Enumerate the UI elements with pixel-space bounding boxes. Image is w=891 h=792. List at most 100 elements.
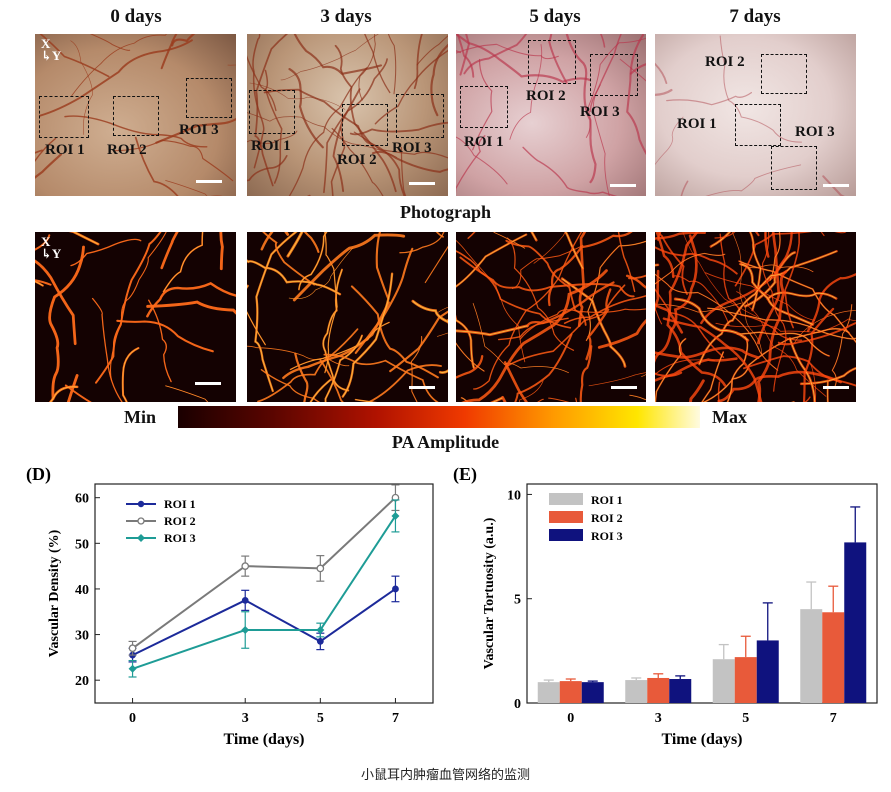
bar: [822, 612, 845, 703]
bar: [844, 542, 867, 703]
vessel-trace: [430, 43, 448, 117]
roi-label: ROI 3: [580, 104, 620, 120]
roi-label: ROI 2: [337, 152, 377, 168]
vessel-highlight: [769, 232, 781, 281]
roi-box-2: [528, 40, 576, 84]
y-tick-label: 10: [507, 488, 521, 503]
x-tick-label: 3: [242, 711, 249, 726]
y-tick-label: 0: [514, 697, 521, 712]
x-tick-label: 0: [567, 711, 574, 726]
vessel-trace: [334, 44, 397, 193]
vessel-highlight: [801, 367, 856, 385]
vessel-trace: [389, 310, 448, 373]
colorbar-title: PA Amplitude: [391, 432, 500, 452]
vessel-trace: [625, 274, 646, 289]
vessel-highlight: [493, 232, 525, 249]
vessel-trace: [505, 239, 587, 326]
vessel-highlight: [165, 385, 208, 402]
roi-label: ROI 2: [107, 142, 147, 158]
vessel-trace: [71, 34, 167, 97]
vessel-highlight: [325, 335, 363, 402]
figure-caption: 小鼠耳内肿瘤血管网络的监测: [360, 768, 530, 783]
vessel-trace: [655, 306, 663, 325]
vessel-trace: [628, 274, 646, 280]
vessel-trace: [165, 385, 209, 402]
vessel-trace: [109, 232, 167, 382]
bar: [537, 682, 560, 703]
panel-label: (E): [453, 464, 477, 485]
data-point: [241, 596, 249, 604]
vessel-highlight: [412, 300, 448, 323]
vessel-trace: [64, 115, 208, 148]
plot-frame: [94, 483, 434, 704]
vessel-highlight: [456, 234, 527, 287]
vessel-trace: [662, 317, 763, 402]
vessel-trace: [319, 359, 344, 402]
vessel-trace: [705, 164, 802, 196]
roi-box-1: [39, 96, 89, 138]
vessel-highlight: [767, 292, 837, 300]
vessel-trace: [802, 307, 835, 402]
vessel-highlight: [254, 232, 297, 392]
photograph-label: Photograph: [399, 202, 491, 222]
vessel-trace: [714, 232, 847, 239]
vessel-highlight: [675, 298, 749, 341]
vessel-trace: [522, 146, 618, 196]
legend-label: ROI 1: [591, 493, 623, 507]
roi-label: ROI 2: [705, 54, 745, 70]
vessel-trace: [666, 91, 753, 106]
vessel-trace: [95, 232, 162, 384]
vessel-trace: [349, 121, 448, 136]
vessel-trace: [467, 232, 476, 239]
pa-vessels-day7: [655, 232, 856, 402]
roi-label: ROI 1: [464, 134, 504, 150]
photo-vessels-day5: [456, 34, 646, 196]
vessel-trace: [35, 153, 63, 179]
vascular-density-chart: (D) 20 30 40 50 60 0 3 5 7 Time (days) Vascular Den…: [26, 464, 434, 748]
vessel-trace: [655, 252, 726, 285]
scale-bar: [823, 386, 849, 389]
legend-label: ROI 2: [591, 511, 623, 525]
vessel-trace: [657, 232, 688, 296]
vessel-trace: [264, 69, 283, 184]
roi-box-2: [113, 96, 159, 136]
legend-label: ROI 2: [164, 514, 196, 528]
scale-bar: [195, 382, 221, 385]
vessel-trace: [588, 372, 646, 387]
vessel-trace: [655, 346, 760, 359]
vessel-trace: [822, 175, 845, 196]
vessel-trace: [519, 380, 544, 402]
series-line-2: [132, 496, 397, 650]
roi-label: ROI 1: [251, 138, 291, 154]
roi-label: ROI 3: [392, 140, 432, 156]
xy-axes-indicator: X ↳Y: [41, 234, 62, 261]
photo-panel-day3: ROI 1 ROI 2 ROI 3: [247, 34, 448, 196]
pa-panel-day3: [247, 232, 448, 402]
series-line-1: [132, 588, 396, 656]
vessel-trace: [597, 318, 646, 349]
vessel-trace: [364, 34, 391, 94]
scale-bar: [610, 184, 636, 187]
vessel-highlight: [298, 232, 327, 290]
scale-bar: [409, 182, 435, 185]
data-point: [316, 626, 325, 634]
vessel-trace: [655, 359, 715, 374]
roi-label: ROI 1: [677, 116, 717, 132]
bar: [669, 679, 692, 703]
vessel-trace: [162, 232, 204, 293]
y-tick-label: 40: [75, 583, 89, 598]
vessel-trace: [655, 232, 706, 240]
day-label-3: 3 days: [320, 6, 372, 27]
vessel-trace: [655, 62, 668, 85]
vessel-trace: [292, 233, 406, 302]
vessel-trace: [629, 394, 646, 401]
vessel-trace: [756, 270, 788, 402]
vessel-highlight: [565, 232, 584, 269]
panel-label: (D): [26, 464, 51, 485]
vessel-trace: [547, 232, 633, 307]
roi-box-3: [396, 94, 444, 138]
vessel-trace: [509, 44, 543, 140]
roi-box-2: [761, 54, 807, 94]
y-tick-label: 30: [75, 629, 89, 644]
vessel-trace: [113, 139, 234, 182]
